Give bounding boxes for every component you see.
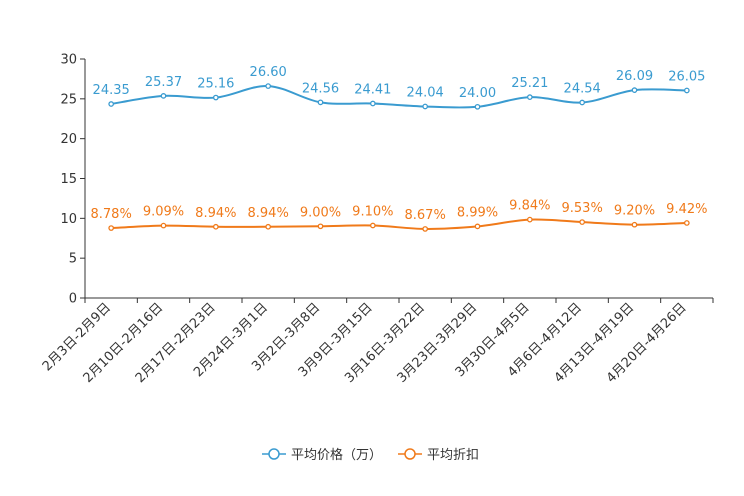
legend[interactable]: 平均价格（万） 平均折扣 xyxy=(262,447,479,463)
legend-item-2[interactable]: 平均折扣 xyxy=(398,448,479,463)
data-label: 26.09 xyxy=(616,69,653,84)
data-point[interactable] xyxy=(160,222,167,229)
data-label: 9.20% xyxy=(614,204,655,219)
legend-item-1[interactable]: 平均价格（万） xyxy=(262,447,382,463)
data-point[interactable] xyxy=(265,223,272,230)
data-label: 8.78% xyxy=(91,207,132,222)
data-point[interactable] xyxy=(526,216,533,223)
legend-circle-icon xyxy=(404,448,416,460)
legend-circle-icon xyxy=(268,448,280,460)
data-label: 26.60 xyxy=(250,65,287,80)
data-point[interactable] xyxy=(474,223,481,230)
data-label: 9.53% xyxy=(562,201,603,216)
data-point[interactable] xyxy=(369,100,376,107)
data-label: 8.67% xyxy=(405,208,446,223)
data-point[interactable] xyxy=(317,99,324,106)
data-label: 24.41 xyxy=(354,83,391,98)
data-point[interactable] xyxy=(212,223,219,230)
data-point[interactable] xyxy=(265,83,272,89)
series-2: 8.78% 9.09% 8.94% 8.94% 9.00% 9.10% 8.67% 8.99%… xyxy=(91,199,707,232)
data-label: 26.05 xyxy=(668,69,705,84)
data-point[interactable] xyxy=(683,87,690,94)
data-label: 8.94% xyxy=(195,206,236,221)
data-point[interactable] xyxy=(317,223,324,230)
data-label: 9.42% xyxy=(666,202,707,217)
data-point[interactable] xyxy=(631,221,638,228)
y-tick-label: 25 xyxy=(60,92,77,107)
data-point[interactable] xyxy=(160,93,167,99)
legend-label: 平均价格（万） xyxy=(291,447,382,463)
data-label: 24.56 xyxy=(302,81,339,96)
data-label: 24.54 xyxy=(564,81,601,96)
data-label: 24.04 xyxy=(407,85,444,100)
data-label: 24.00 xyxy=(459,86,496,101)
data-point[interactable] xyxy=(631,87,638,93)
data-label: 9.09% xyxy=(143,205,184,220)
data-label: 8.99% xyxy=(457,205,498,220)
data-label: 25.16 xyxy=(197,77,234,92)
series-line xyxy=(111,218,687,230)
y-tick-label: 15 xyxy=(60,172,77,187)
data-label: 24.35 xyxy=(93,83,130,98)
data-point[interactable] xyxy=(526,94,533,101)
data-point[interactable] xyxy=(683,220,690,226)
data-point[interactable] xyxy=(108,101,115,107)
legend-label: 平均折扣 xyxy=(427,448,479,463)
y-tick-label: 10 xyxy=(60,212,77,227)
data-label: 25.21 xyxy=(511,76,548,91)
data-point[interactable] xyxy=(212,94,219,101)
data-point[interactable] xyxy=(579,99,586,106)
data-label: 8.94% xyxy=(248,206,289,221)
data-point[interactable] xyxy=(369,222,376,229)
series-layer: 24.35 25.37 25.16 26.60 24.56 24.41 24.04 24.00… xyxy=(91,65,707,232)
y-tick-label: 30 xyxy=(60,53,77,68)
data-point[interactable] xyxy=(579,219,586,225)
data-label: 25.37 xyxy=(145,75,182,90)
data-point[interactable] xyxy=(422,226,429,232)
y-tick-label: 5 xyxy=(69,252,77,267)
data-point[interactable] xyxy=(422,103,429,110)
series-1: 24.35 25.37 25.16 26.60 24.56 24.41 24.04 24.00… xyxy=(93,65,705,110)
data-label: 9.00% xyxy=(300,205,341,220)
y-tick-label: 0 xyxy=(69,292,77,307)
data-label: 9.10% xyxy=(352,205,393,220)
data-point[interactable] xyxy=(108,225,115,231)
y-tick-label: 20 xyxy=(60,132,77,147)
series-line xyxy=(111,85,687,109)
data-label: 9.84% xyxy=(509,199,550,214)
data-point[interactable] xyxy=(474,103,481,110)
